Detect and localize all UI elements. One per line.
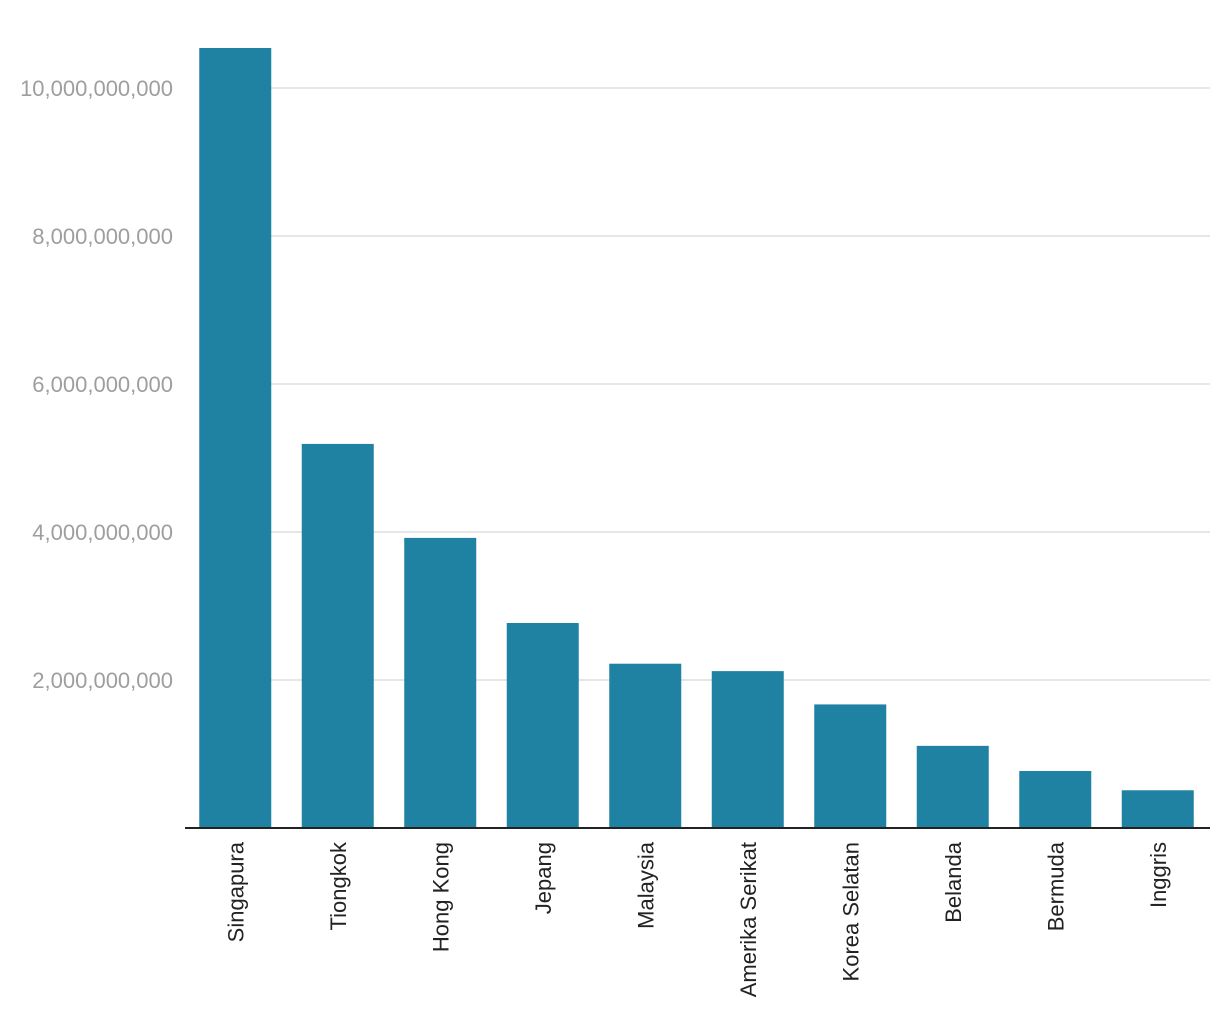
bar: [506, 623, 579, 828]
x-tick-label: Korea Selatan: [838, 842, 863, 981]
bar: [1121, 790, 1194, 828]
bar: [814, 704, 887, 828]
x-tick-label: Jepang: [531, 842, 556, 914]
x-tick-label: Hong Kong: [428, 842, 453, 952]
bar: [916, 745, 989, 828]
x-tick-label: Inggris: [1146, 842, 1171, 908]
bar: [199, 48, 272, 828]
x-tick-label: Belanda: [941, 841, 966, 923]
x-tick-label: Malaysia: [633, 841, 658, 929]
x-tick-label: Singapura: [223, 841, 248, 942]
y-tick-label: 4,000,000,000: [32, 520, 173, 545]
bar: [711, 671, 784, 828]
gridlines: [268, 87, 1210, 681]
y-tick-label: 10,000,000,000: [20, 76, 173, 101]
bar: [1019, 771, 1092, 828]
x-axis-ticks: Singapura Tiongkok Hong Kong Jepang Malaysia…: [223, 841, 1171, 997]
y-tick-label: 6,000,000,000: [32, 372, 173, 397]
bar: [609, 663, 682, 828]
x-tick-label: Bermuda: [1043, 841, 1068, 931]
bar: [301, 443, 374, 828]
y-axis-ticks: 2,000,000,000 4,000,000,000 6,000,000,000 8…: [20, 76, 173, 693]
bar: [404, 537, 477, 828]
y-tick-label: 8,000,000,000: [32, 224, 173, 249]
x-tick-label: Tiongkok: [326, 841, 351, 930]
y-tick-label: 2,000,000,000: [32, 668, 173, 693]
x-tick-label: Amerika Serikat: [736, 842, 761, 997]
bars: [199, 48, 1194, 828]
